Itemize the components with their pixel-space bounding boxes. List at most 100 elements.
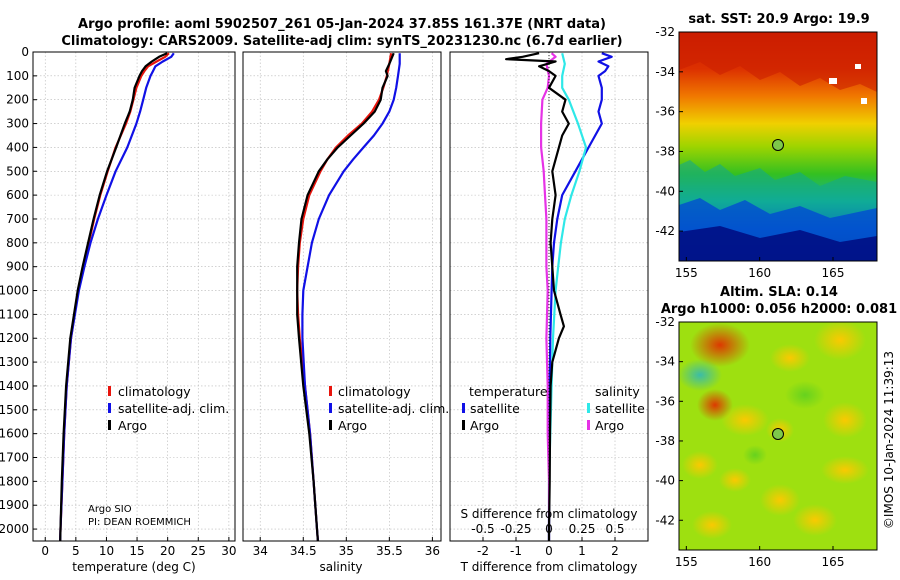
sla-argo-location-marker [772,428,784,440]
depth-tick-label: 1400 [0,379,29,393]
x-tick-label: -2 [477,544,489,558]
legend-swatch-satellite [329,403,332,413]
sla-map: Altim. SLA: 0.14 Argo h1000: 0.056 h2000… [655,285,897,569]
map-lat-label: -40 [655,184,675,198]
top-tick-label: 0.25 [569,522,596,536]
salinity-x-label: salinity [319,560,362,574]
depth-tick-label: 1000 [0,284,29,298]
difference-legend: temperature salinity satellite Argo sate… [462,384,645,433]
top-tick-label: 0.5 [605,522,624,536]
profile-line-satellite-adj-clim- [301,53,401,542]
x-tick-label: 2 [611,544,619,558]
salinity-axes-box [242,51,442,542]
map-lon-label: 160 [748,555,771,569]
title-line-1: Argo profile: aoml 5902507_261 05-Jan-20… [78,17,606,32]
temperature-x-label: temperature (deg C) [72,560,195,574]
imos-timestamp: ©IMOS 10-Jan-2024 11:39:13 [882,351,896,529]
depth-tick-label: 1200 [0,331,29,345]
depth-tick-label: 400 [6,140,29,154]
difference-x-ticks: -2 -1 0 1 2 [477,537,619,558]
map-lon-label: 155 [675,266,698,280]
legend-temperature-header: temperature [469,384,548,399]
profile-line-argo [296,52,395,542]
legend-label-temp-satellite: satellite [470,401,520,416]
profile-line-salinity-argo [539,52,557,541]
x-tick-label: 30 [221,544,236,558]
map-lon-label: 165 [822,555,845,569]
legend-swatch-sal-argo [587,420,590,430]
profile-line-argo [59,52,168,542]
depth-tick-label: 1600 [0,427,29,441]
x-tick-label: 20 [160,544,175,558]
temperature-x-ticks: 0 5 10 15 20 25 30 [41,537,237,558]
depth-tick-labels: 0 100 200 300 400 500 600 700 800 900 1000 1100 1200… [0,45,37,536]
depth-tick-label: 1100 [0,307,29,321]
difference-top-ticks: -0.5 -0.25 0 0.25 0.5 [471,522,624,536]
depth-tick-label: 300 [6,117,29,131]
temperature-panel: 0 5 10 15 20 25 30 0 100 200 300 400 500 600 700 800 90… [0,45,237,574]
salinity-grid [243,51,441,541]
difference-panel: -2 -1 0 1 2 T difference from climatology S … [449,51,649,574]
x-tick-label: 0 [545,544,553,558]
difference-x-label: T difference from climatology [460,560,638,574]
x-tick-label: 10 [99,544,114,558]
depth-tick-label: 100 [6,69,29,83]
top-tick-label: 0 [545,522,553,536]
sst-map-title: sat. SST: 20.9 Argo: 19.9 [688,12,869,27]
credit-line-1: Argo SIO [88,504,132,515]
map-lat-label: -34 [655,65,675,79]
map-lat-label: -32 [655,315,675,329]
depth-tick-label: 2000 [0,522,29,536]
salinity-panel: 34 34.5 35 35.5 36 salinity climatology sate… [242,51,449,574]
legend-swatch-argo [329,420,332,430]
depth-tick-label: 1700 [0,451,29,465]
x-tick-label: 35 [339,544,354,558]
top-tick-label: -0.25 [500,522,531,536]
legend-swatch-argo [108,420,111,430]
legend-label-sal-satellite: satellite [595,401,645,416]
salinity-x-ticks: 34 34.5 35 35.5 36 [253,537,440,558]
salinity-profiles [296,52,401,542]
legend-label-temp-argo: Argo [470,418,499,433]
difference-profiles [505,52,613,541]
map-lon-label: 155 [675,555,698,569]
map-lat-label: -36 [655,394,675,408]
legend-swatch-climatology [108,386,111,396]
top-tick-label: -0.5 [471,522,494,536]
legend-swatch-sal-satellite [587,403,590,413]
sla-map-frame [678,321,878,551]
x-tick-label: 36 [425,544,440,558]
x-tick-label: 1 [578,544,586,558]
legend-label-satellite: satellite-adj. clim. [338,401,449,416]
salinity-legend: climatology satellite-adj. clim. Argo [329,384,449,433]
map-lat-label: -42 [655,513,675,527]
map-lat-label: -36 [655,105,675,119]
legend-swatch-climatology [329,386,332,396]
legend-swatch-temp-satellite [462,403,465,413]
depth-tick-label: 1500 [0,403,29,417]
temperature-axes-box [32,51,236,542]
legend-label-sal-argo: Argo [595,418,624,433]
map-lat-label: -32 [655,25,675,39]
x-tick-label: 34.5 [290,544,317,558]
map-lat-label: -34 [655,355,675,369]
legend-salinity-header: salinity [595,384,640,399]
map-lon-label: 160 [748,266,771,280]
depth-tick-label: 800 [6,236,29,250]
map-lat-label: -42 [655,224,675,238]
depth-tick-label: 700 [6,212,29,226]
sst-map-ticks: 155 160 165 -32 -34 -36 -38 -40 -42 [655,25,844,280]
depth-tick-label: 600 [6,188,29,202]
x-tick-label: 35.5 [376,544,403,558]
legend-label-argo: Argo [118,418,147,433]
temperature-grid [33,51,235,541]
map-lat-label: -40 [655,474,675,488]
map-lat-label: -38 [655,144,675,158]
temperature-profiles [59,52,175,542]
legend-label-satellite: satellite-adj. clim. [118,401,229,416]
depth-tick-label: 1900 [0,498,29,512]
depth-tick-label: 900 [6,260,29,274]
depth-tick-label: 1300 [0,355,29,369]
legend-label-climatology: climatology [338,384,411,399]
